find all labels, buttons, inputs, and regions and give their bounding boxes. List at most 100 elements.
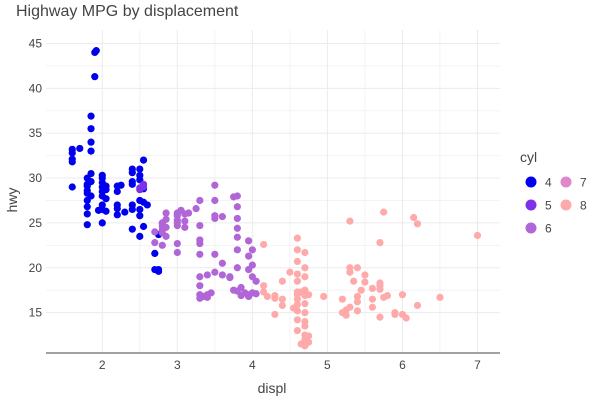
y-tick-label: 35 [29,126,43,140]
data-point-cyl-8 [368,303,377,311]
data-point-cyl-4 [128,165,136,173]
data-point-cyl-4 [98,219,106,227]
data-point-cyl-6 [151,228,159,236]
x-tick-label: 3 [174,358,181,372]
data-point-cyl-6 [252,277,260,285]
data-point-cyl-6 [203,271,211,279]
data-point-cyl-4 [102,195,110,203]
data-point-cyl-8 [368,295,377,303]
data-point-cyl-8 [260,240,268,249]
y-tick-label: 15 [29,306,43,320]
data-point-cyl-6 [158,241,166,249]
data-point-cyl-6 [218,271,226,279]
data-point-cyl-6 [173,212,181,220]
x-tick-label: 7 [474,358,481,372]
data-point-cyl-8 [398,291,407,299]
data-point-cyl-4 [87,147,95,155]
data-point-cyl-4 [102,207,110,215]
data-point-cyl-4 [121,208,129,216]
data-point-cyl-4 [113,204,121,213]
data-point-cyl-8 [353,298,362,306]
data-point-cyl-8 [301,264,309,272]
data-point-cyl-4 [139,156,148,164]
data-point-cyl-6 [181,223,189,231]
data-point-cyl-6 [162,223,170,231]
data-point-cyl-8 [278,277,286,285]
data-point-cyl-8 [271,310,279,319]
y-axis-title: hwy [4,188,20,213]
data-point-cyl-8 [376,282,384,290]
y-tick-label: 25 [29,216,43,230]
y-tick-label: 30 [29,171,43,185]
data-point-cyl-6 [218,213,226,221]
data-point-cyl-4 [128,225,136,233]
data-point-cyl-4 [136,212,144,220]
data-point-cyl-8 [361,271,369,279]
data-point-cyl-4 [154,267,163,275]
data-point-cyl-6 [252,290,260,298]
data-point-cyl-6 [233,224,241,232]
data-point-cyl-6 [233,192,241,200]
data-point-cyl-8 [342,311,350,319]
data-point-cyl-6 [245,252,253,260]
data-point-cyl-8 [278,301,286,310]
data-point-cyl-8 [473,231,482,240]
legend-key-6 [525,222,537,234]
data-point-cyl-6 [248,246,256,254]
legend: cyl 4 5 6 7 8 [520,149,587,236]
data-point-cyl-8 [293,277,301,285]
data-point-cyl-4 [76,144,84,153]
data-point-cyl-4 [136,205,144,214]
data-point-cyl-4 [128,180,136,188]
data-point-cyl-6 [181,217,189,225]
data-point-cyl-8 [436,293,444,301]
data-point-cyl-8 [301,342,309,350]
data-point-cyl-6 [196,239,204,248]
data-point-cyl-6 [233,233,241,241]
data-point-cyl-4 [136,232,144,240]
data-point-cyl-6 [196,221,204,230]
y-tick-label: 40 [29,81,43,95]
data-point-cyl-6 [211,250,219,258]
data-point-cyl-4 [151,249,159,258]
data-point-cyl-8 [391,310,399,319]
data-point-cyl-8 [413,220,422,228]
data-point-cyl-4 [98,201,106,209]
data-point-cyl-8 [338,295,347,303]
data-point-cyl-4 [87,192,95,200]
x-axis-title: displ [258,380,287,396]
data-point-cyl-4 [98,171,106,179]
data-point-cyl-6 [211,268,219,276]
data-point-cyl-4 [83,203,91,211]
data-point-cyl-8 [353,292,362,301]
data-point-cyl-6 [233,203,241,211]
legend-label-5: 5 [545,199,552,213]
legend-key-4 [525,176,537,188]
data-point-cyl-4 [128,205,136,214]
data-point-cyl-4 [117,181,125,189]
data-point-cyl-6 [151,239,159,247]
legend-label-8: 8 [580,199,587,213]
data-point-cyl-6 [196,196,204,205]
data-point-cyl-8 [263,292,271,301]
data-point-cyl-4 [68,149,76,157]
data-point-cyl-6 [173,248,181,257]
data-point-cyl-8 [278,295,286,303]
data-point-cyl-6 [248,261,256,269]
data-point-cyl-4 [68,158,76,166]
data-point-cyl-8 [293,316,301,324]
y-tick-label: 20 [29,261,43,275]
data-point-cyl-6 [173,221,181,230]
grid [46,30,500,353]
data-point-cyl-8 [305,332,313,340]
data-point-cyl-8 [398,310,407,319]
data-point-cyl-6 [226,274,234,282]
x-tick-label: 5 [324,358,331,372]
legend-title: cyl [520,149,537,165]
data-point-cyl-6 [237,283,245,292]
data-point-cyl-8 [293,295,301,303]
data-point-cyl-8 [376,313,384,321]
data-point-cyl-8 [346,217,354,225]
data-point-cyl-8 [293,326,301,335]
data-point-cyl-8 [361,278,369,286]
